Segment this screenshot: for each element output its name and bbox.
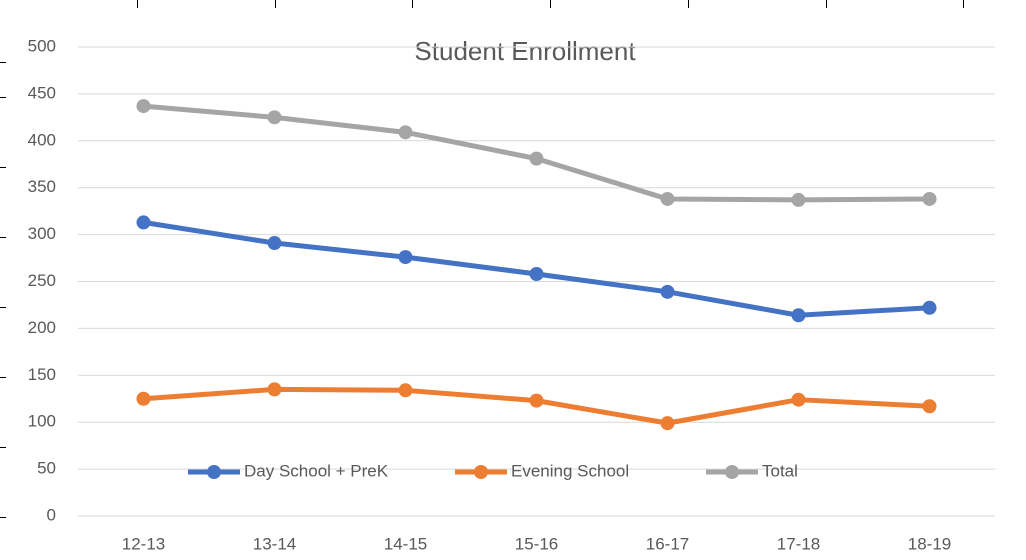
data-point	[267, 236, 282, 251]
y-tick-label: 0	[47, 505, 56, 524]
data-point	[529, 266, 544, 281]
data-point	[136, 99, 151, 114]
data-point	[660, 284, 675, 299]
y-tick-label: 300	[28, 224, 56, 243]
data-point	[398, 250, 413, 265]
data-point	[791, 308, 806, 323]
data-point	[791, 192, 806, 207]
y-tick-label: 400	[28, 130, 56, 149]
y-tick-label: 250	[28, 271, 56, 290]
data-point	[136, 391, 151, 406]
x-tick-label: 13-14	[253, 534, 296, 553]
data-point	[136, 215, 151, 230]
data-point	[398, 383, 413, 398]
data-point	[922, 191, 937, 206]
x-tick-label: 14-15	[384, 534, 427, 553]
y-tick-label: 100	[28, 412, 56, 431]
y-tick-label: 50	[37, 459, 56, 478]
y-tick-label: 500	[28, 36, 56, 55]
data-point	[660, 191, 675, 206]
y-tick-label: 150	[28, 365, 56, 384]
data-point	[922, 399, 937, 414]
legend-label: Total	[762, 461, 798, 480]
x-tick-label: 18-19	[908, 534, 951, 553]
legend-marker	[474, 465, 488, 479]
x-tick-label: 12-13	[122, 534, 165, 553]
chart-title: Student Enrollment	[414, 36, 636, 66]
y-tick-label: 350	[28, 177, 56, 196]
data-point	[660, 416, 675, 431]
sheet-borders	[0, 0, 964, 518]
data-point	[529, 393, 544, 408]
data-point	[791, 392, 806, 407]
data-point	[529, 151, 544, 166]
y-tick-label: 450	[28, 83, 56, 102]
y-tick-label: 200	[28, 318, 56, 337]
x-tick-label: 15-16	[515, 534, 558, 553]
legend-marker	[207, 465, 221, 479]
legend-marker	[725, 465, 739, 479]
x-tick-label: 16-17	[646, 534, 689, 553]
legend-label: Day School + PreK	[244, 461, 389, 480]
data-point	[922, 300, 937, 315]
data-point	[267, 382, 282, 397]
x-tick-label: 17-18	[777, 534, 820, 553]
data-point	[267, 110, 282, 125]
legend-label: Evening School	[511, 461, 629, 480]
data-point	[398, 125, 413, 140]
